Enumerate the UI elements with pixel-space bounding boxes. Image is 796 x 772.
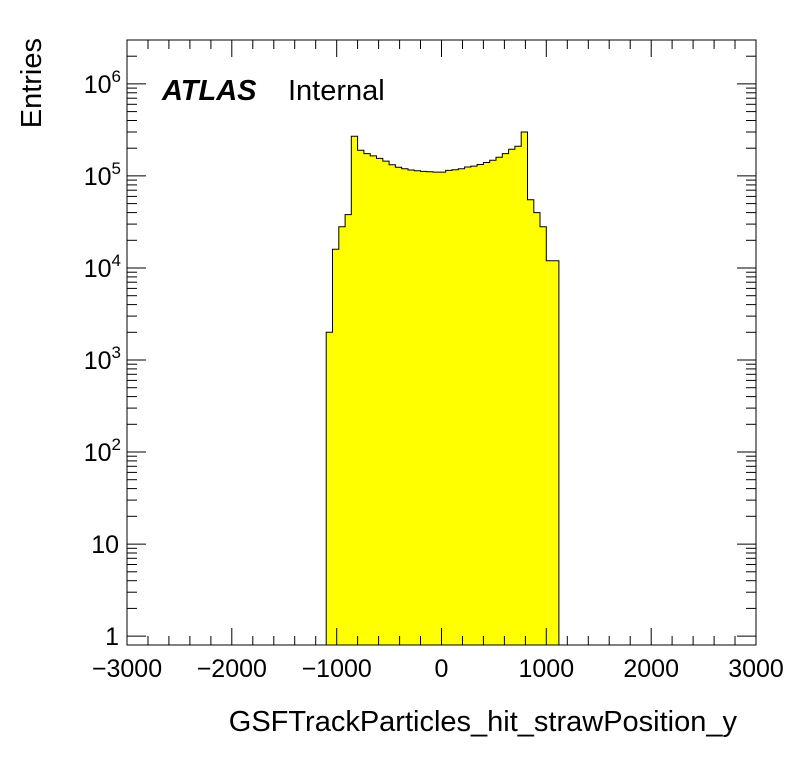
atlas-label: ATLAS Internal [161,75,385,107]
histogram-bar [376,158,384,645]
y-tick-label: 104 [84,251,121,283]
histogram-bar [351,136,358,645]
histogram-bars [326,132,560,646]
x-tick-label: 2000 [623,655,679,683]
histogram-bar [345,214,352,645]
histogram-bar [483,162,491,645]
x-tick-label: −3000 [92,655,162,683]
histogram-bar [408,170,415,645]
y-tick-label: 105 [84,159,121,191]
histogram-bar [540,226,547,646]
y-tick-labels: 1 10 102 103 104 105 106 [84,67,121,651]
histogram-bar [439,172,447,645]
histogram-bar [458,168,465,645]
histogram-bar [332,249,340,645]
y-tick-label: 103 [84,343,121,375]
histogram-bar [395,167,403,646]
y-tick-label: 102 [84,435,121,467]
histogram-bar [452,169,459,645]
atlas-label-bold: ATLAS [161,75,257,107]
histogram-bar [533,212,541,645]
histogram-bar [370,155,377,645]
x-tick-label: 1000 [518,655,574,683]
histogram-bar [326,332,333,645]
y-tick-label: 106 [84,67,121,99]
atlas-label-internal: Internal [288,75,385,107]
histogram-bar [363,153,371,645]
histogram-bar [552,260,560,645]
histogram-bar [527,199,535,646]
x-tick-label: −1000 [302,655,372,683]
plot-frame [126,39,757,646]
histogram-bar [433,172,440,645]
x-axis-label: GSFTrackParticles_hit_strawPosition_y [229,706,738,738]
histogram-bar [496,157,503,645]
histogram-bar [546,260,553,645]
histogram-bar [508,149,516,645]
histogram-bar [357,150,365,646]
y-axis-label: Entries [16,38,48,128]
histogram-outline [325,131,560,645]
histogram-bar [489,160,497,646]
histogram-bar [401,168,409,645]
histogram-bar [338,226,346,646]
histogram-bar [470,166,478,645]
x-tick-label: −2000 [197,655,267,683]
axis-ticks [126,39,757,645]
x-tick-label: 3000 [728,655,784,683]
histogram-bar [445,170,453,645]
histogram-bar [514,146,522,646]
histogram-bar [389,164,396,646]
histogram-bar [521,132,528,645]
x-tick-label: 0 [435,655,449,683]
histogram-bar [414,170,421,645]
histogram-bar [502,153,509,645]
histogram-bar [477,164,484,645]
y-tick-label: 1 [105,623,119,651]
histogram-bar [464,167,472,645]
histogram-bar [426,171,434,646]
x-tick-labels: −3000 −2000 −1000 0 1000 2000 3000 [92,655,784,683]
histogram-bar [382,161,390,645]
y-tick-label: 10 [91,531,119,559]
histogram-bar [420,171,428,645]
